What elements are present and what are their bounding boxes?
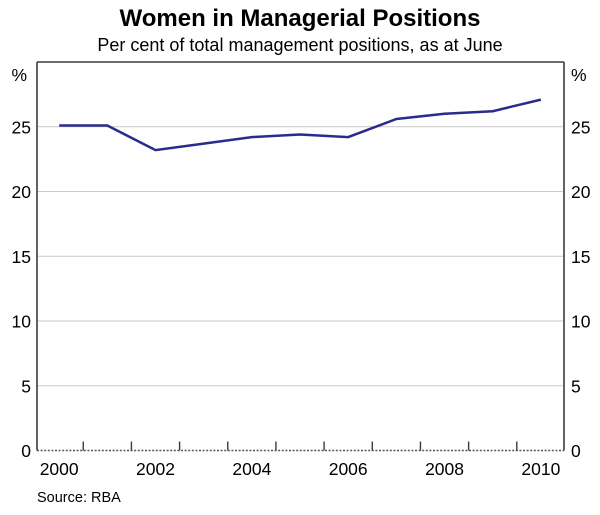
source-note: Source: RBA [37, 490, 121, 506]
y-tick-label-right-15: 15 [571, 247, 590, 267]
y-tick-label-right-0: 0 [571, 441, 581, 461]
x-tick-label-2008: 2008 [425, 459, 464, 479]
data-line-women-in-managerial-positions [59, 98, 542, 152]
x-tick-label-2000: 2000 [40, 459, 79, 479]
y-tick-label-left-10: 10 [12, 312, 32, 332]
y-tick-label-right-25: 25 [571, 117, 590, 137]
y-tick-label-left-25: 25 [12, 117, 31, 137]
x-tick-label-2002: 2002 [136, 459, 175, 479]
chart-subtitle: Per cent of total management positions, … [97, 35, 503, 55]
x-tick-label-2006: 2006 [329, 459, 368, 479]
y-tick-label-right-20: 20 [571, 182, 591, 202]
y-axis-unit-left: % [11, 65, 27, 85]
chart-title: Women in Managerial Positions [119, 5, 481, 32]
x-tick-label-2010: 2010 [521, 459, 560, 479]
y-tick-label-right-10: 10 [571, 312, 591, 332]
y-tick-label-right-5: 5 [571, 376, 581, 396]
y-tick-label-left-20: 20 [12, 182, 32, 202]
y-axis-unit-right: % [571, 65, 587, 85]
y-tick-label-left-15: 15 [12, 247, 31, 267]
y-tick-label-left-0: 0 [21, 441, 31, 461]
x-tick-label-2004: 2004 [232, 459, 271, 479]
y-tick-label-left-5: 5 [21, 376, 31, 396]
